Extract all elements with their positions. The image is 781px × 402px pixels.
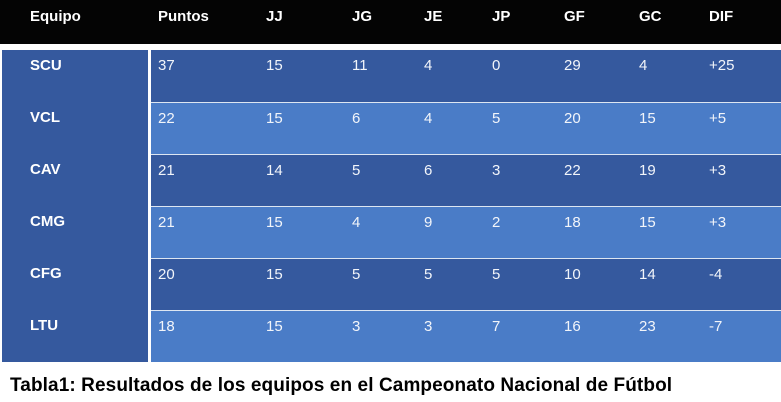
stat-cell: 4 — [417, 50, 485, 102]
stat-cell: 5 — [345, 258, 417, 310]
stat-cell: 5 — [345, 154, 417, 206]
stat-cell: 7 — [485, 310, 557, 362]
stat-cell: 15 — [632, 102, 702, 154]
stat-cell: 14 — [259, 154, 345, 206]
column-header-dif: DIF — [702, 0, 781, 50]
standings-table: Equipo Puntos JJ JG JE JP GF GC DIF SCU … — [0, 0, 781, 362]
stat-cell: 5 — [417, 258, 485, 310]
table-caption: Tabla1: Resultados de los equipos en el … — [10, 375, 673, 396]
stat-cell: 18 — [151, 310, 259, 362]
stat-cell: 5 — [485, 258, 557, 310]
stat-cell: 4 — [345, 206, 417, 258]
team-name-cell: LTU — [0, 310, 151, 362]
stat-cell: 37 — [151, 50, 259, 102]
stat-cell: 9 — [417, 206, 485, 258]
team-name-cell: SCU — [0, 50, 151, 102]
stat-cell: 29 — [557, 50, 632, 102]
team-name-cell: CFG — [0, 258, 151, 310]
stat-cell: 14 — [632, 258, 702, 310]
stat-cell: 20 — [151, 258, 259, 310]
column-header-jj: JJ — [259, 0, 345, 50]
stat-cell: 2 — [485, 206, 557, 258]
stat-cell: 15 — [259, 310, 345, 362]
stat-cell: 19 — [632, 154, 702, 206]
column-header-gf: GF — [557, 0, 632, 50]
stat-cell: 16 — [557, 310, 632, 362]
stat-cell: 15 — [259, 258, 345, 310]
stat-cell: 6 — [417, 154, 485, 206]
stat-cell: 3 — [417, 310, 485, 362]
stat-cell: 22 — [151, 102, 259, 154]
column-header-equipo: Equipo — [0, 0, 151, 50]
table-row-scu: SCU 37 15 11 4 0 29 4 +25 — [0, 50, 781, 102]
stat-cell: 4 — [632, 50, 702, 102]
stat-cell: 0 — [485, 50, 557, 102]
table-body: SCU 37 15 11 4 0 29 4 +25 VCL 22 15 6 4 … — [0, 50, 781, 362]
stat-cell: 15 — [259, 50, 345, 102]
stat-cell: 18 — [557, 206, 632, 258]
stat-cell: 23 — [632, 310, 702, 362]
team-name-cell: VCL — [0, 102, 151, 154]
stat-cell: 15 — [259, 102, 345, 154]
table-row-cav: CAV 21 14 5 6 3 22 19 +3 — [0, 154, 781, 206]
header-row: Equipo Puntos JJ JG JE JP GF GC DIF — [0, 0, 781, 50]
table-row-vcl: VCL 22 15 6 4 5 20 15 +5 — [0, 102, 781, 154]
table-row-cmg: CMG 21 15 4 9 2 18 15 +3 — [0, 206, 781, 258]
stat-cell: 6 — [345, 102, 417, 154]
stat-cell: -7 — [702, 310, 781, 362]
team-name-cell: CMG — [0, 206, 151, 258]
stat-cell: 11 — [345, 50, 417, 102]
stat-cell: 3 — [345, 310, 417, 362]
stat-cell: 15 — [632, 206, 702, 258]
stat-cell: -4 — [702, 258, 781, 310]
stat-cell: 10 — [557, 258, 632, 310]
column-header-jp: JP — [485, 0, 557, 50]
stat-cell: 20 — [557, 102, 632, 154]
column-header-puntos: Puntos — [151, 0, 259, 50]
stat-cell: 21 — [151, 154, 259, 206]
column-header-je: JE — [417, 0, 485, 50]
table-row-cfg: CFG 20 15 5 5 5 10 14 -4 — [0, 258, 781, 310]
stat-cell: 15 — [259, 206, 345, 258]
team-name-cell: CAV — [0, 154, 151, 206]
stat-cell: 22 — [557, 154, 632, 206]
stat-cell: +5 — [702, 102, 781, 154]
stat-cell: +3 — [702, 154, 781, 206]
column-header-gc: GC — [632, 0, 702, 50]
table-row-ltu: LTU 18 15 3 3 7 16 23 -7 — [0, 310, 781, 362]
stat-cell: 5 — [485, 102, 557, 154]
stat-cell: +3 — [702, 206, 781, 258]
stat-cell: 3 — [485, 154, 557, 206]
stat-cell: +25 — [702, 50, 781, 102]
table-header: Equipo Puntos JJ JG JE JP GF GC DIF — [0, 0, 781, 50]
column-header-jg: JG — [345, 0, 417, 50]
stat-cell: 21 — [151, 206, 259, 258]
stat-cell: 4 — [417, 102, 485, 154]
